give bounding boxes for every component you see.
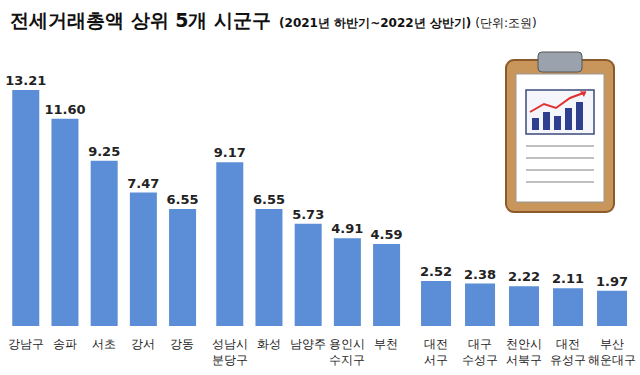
svg-text:성남시: 성남시 [212,337,248,351]
svg-text:용인시: 용인시 [329,337,365,351]
svg-text:부천: 부천 [374,337,398,351]
svg-text:부산: 부산 [600,337,624,351]
svg-text:강동: 강동 [170,337,194,351]
svg-text:5.73: 5.73 [292,207,324,222]
svg-text:분당구: 분당구 [212,353,248,367]
html-text:전세거래총액 상위 5개 시군구 (2021년 하반기~20: 전세거래총액 상위 5개 시군구 (2021년 하반기~2022년 상반기) (… [10,9,537,31]
svg-text:수지구: 수지구 [329,353,365,367]
svg-text:2.38: 2.38 [464,267,496,282]
svg-text:수성구: 수성구 [462,353,498,367]
svg-text:서초: 서초 [92,337,116,351]
svg-text:대전: 대전 [424,337,448,351]
svg-text:남양주: 남양주 [290,337,326,351]
svg-text:2.11: 2.11 [552,271,584,286]
svg-text:11.60: 11.60 [44,102,85,117]
svg-text:유성구: 유성구 [550,353,586,367]
svg-text:13.21: 13.21 [5,73,46,88]
svg-text:4.91: 4.91 [331,221,363,236]
svg-text:4.59: 4.59 [371,227,403,242]
svg-text:송파: 송파 [53,337,77,351]
svg-text:1.97: 1.97 [596,274,628,289]
svg-text:강남구: 강남구 [8,337,44,351]
svg-text:천안시: 천안시 [506,337,542,351]
svg-text:서구: 서구 [424,353,448,367]
svg-text:6.55: 6.55 [253,192,285,207]
svg-text:화성: 화성 [257,337,281,351]
svg-text:2.52: 2.52 [420,264,452,279]
svg-text:서북구: 서북구 [506,353,542,367]
svg-text:대구: 대구 [468,337,492,351]
svg-text:6.55: 6.55 [167,192,199,207]
svg-text:7.47: 7.47 [127,176,159,191]
svg-text:해운대구: 해운대구 [588,353,636,367]
svg-text:9.17: 9.17 [214,145,246,160]
svg-text:2.22: 2.22 [508,269,540,284]
svg-text:대전: 대전 [556,337,580,351]
svg-text:강서: 강서 [131,337,155,351]
svg-text:9.25: 9.25 [88,144,120,159]
